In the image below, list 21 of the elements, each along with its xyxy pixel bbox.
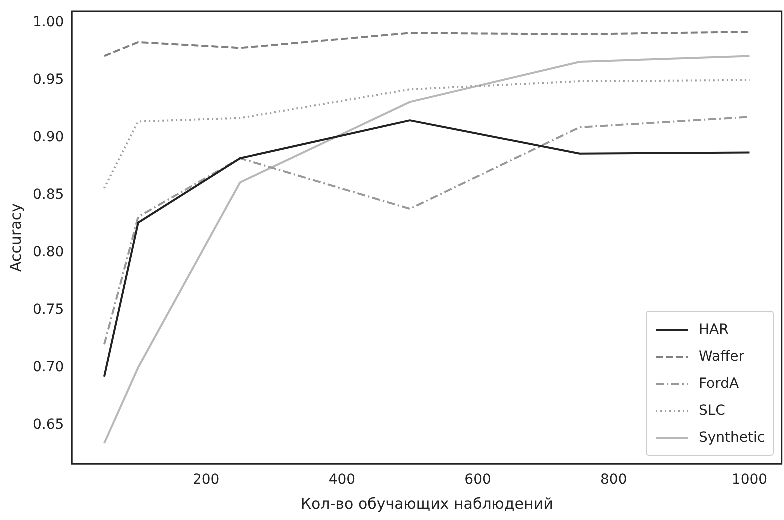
y-tick-label: 1.00	[33, 14, 64, 31]
line-series	[103, 31, 751, 58]
y-tick-label: 0.95	[33, 72, 64, 88]
y-tick-label: 0.80	[33, 244, 64, 260]
x-tick-label: 400	[328, 472, 356, 488]
legend-label: Waffer	[699, 348, 745, 365]
x-tick-label: 1000	[732, 472, 768, 488]
y-tick-label: 0.90	[33, 129, 64, 146]
y-tick-label: 0.75	[33, 302, 64, 318]
x-tick-label: 200	[192, 472, 220, 488]
legend-label: HAR	[699, 322, 729, 338]
x-tick-label: 600	[464, 472, 492, 488]
y-tick-label: 0.85	[33, 186, 64, 203]
legend-label: FordA	[699, 376, 740, 392]
x-tick-label: 800	[600, 472, 628, 488]
legend-label: Synthetic	[699, 430, 766, 446]
y-tick-label: 0.65	[33, 416, 64, 433]
x-axis-title: Кол-во обучающих наблюдений	[300, 494, 554, 513]
y-axis-title: Accuracy	[6, 203, 25, 272]
y-tick-label: 0.70	[33, 359, 64, 376]
legend-label: SLC	[699, 402, 726, 419]
